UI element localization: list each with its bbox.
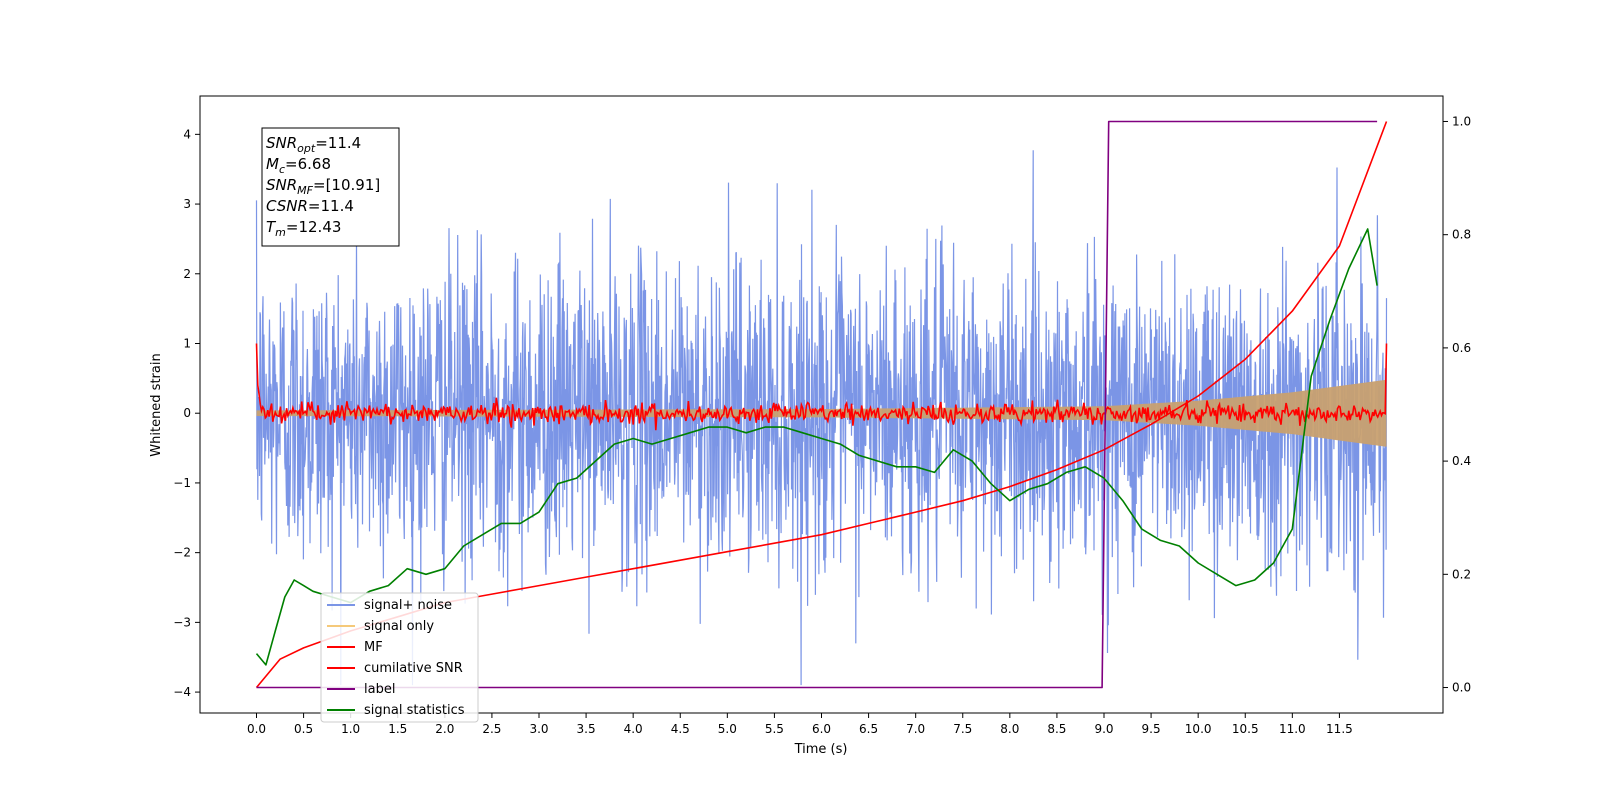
annotation-line: Mc=6.68 [266,155,331,176]
x-tick-label: 0.0 [247,722,266,736]
x-axis-ticks: 0.0 0.5 1.0 1.5 2.0 2.5 3.0 3.5 4.0 4.5 5.0 5.5 6.0 6… [247,713,1353,736]
x-tick-label: 10.0 [1185,722,1212,736]
annotation-line: SNRMF=[10.91] [266,176,380,197]
x-tick-label: 7.5 [953,722,972,736]
x-tick-label: 5.5 [765,722,784,736]
x-tick-label: 10.5 [1232,722,1259,736]
legend-frame [320,592,479,723]
x-tick-label: 7.0 [906,722,925,736]
series-signal-only [256,379,1387,447]
series-label [256,120,1378,689]
y-tick-label: 4 [183,127,191,141]
x-tick-label: 5.0 [718,722,737,736]
y-tick-label: −3 [173,615,191,629]
x-tick-label: 0.5 [294,722,313,736]
annotation-line: CSNR=11.4 [266,197,354,215]
x-tick-label: 3.0 [529,722,548,736]
x-axis-label: Time (s) [794,742,848,757]
x-tick-label: 9.5 [1142,722,1161,736]
x-tick-label: 8.5 [1047,722,1066,736]
y2-axis-ticks: 0.0 0.2 0.4 0.6 0.8 1.0 [1443,114,1471,695]
x-tick-label: 1.5 [388,722,407,736]
y-axis-label: Whitened strain [149,353,164,456]
x-tick-label: 8.0 [1000,722,1019,736]
annotation-line: SNRopt=11.4 [266,134,361,155]
series-signal-statistics [255,228,1378,666]
y2-tick-label: 0.8 [1452,228,1471,242]
series-mf [255,343,1388,431]
annotation-frame [261,127,400,247]
legend-label: signal+ noise [364,598,452,613]
y2-tick-label: 1.0 [1452,114,1471,128]
x-tick-label: 6.0 [812,722,831,736]
annotation-line: Tm=12.43 [266,218,341,239]
legend: signal+ noise signal only MF cumilative SNR… [320,592,479,723]
y2-tick-label: 0.0 [1452,681,1471,695]
y-tick-label: 0 [183,406,191,420]
x-tick-label: 4.5 [671,722,690,736]
legend-label: label [364,682,395,697]
x-tick-label: 9.0 [1094,722,1113,736]
legend-label: signal only [364,619,434,634]
y-tick-label: 2 [183,267,191,281]
x-tick-label: 11.5 [1326,722,1353,736]
y-tick-label: 1 [183,336,191,350]
x-tick-label: 2.5 [482,722,501,736]
annotation-box: SNRopt=11.4Mc=6.68SNRMF=[10.91]CSNR=11.4… [261,127,400,247]
y2-tick-label: 0.6 [1452,341,1471,355]
x-tick-label: 6.5 [859,722,878,736]
x-tick-label: 1.0 [341,722,360,736]
y-tick-label: 3 [183,197,191,211]
y2-tick-label: 0.2 [1452,567,1471,581]
legend-label: cumilative SNR [364,661,463,676]
x-tick-label: 2.0 [435,722,454,736]
y-tick-label: −1 [173,476,191,490]
x-tick-label: 3.5 [577,722,596,736]
y-tick-label: −4 [173,685,191,699]
y-tick-label: −2 [173,546,191,560]
legend-label: signal statistics [364,703,465,718]
y-axis-ticks: −4 −3 −2 −1 0 1 2 3 4 [173,127,200,699]
legend-label: MF [364,640,383,655]
y2-tick-label: 0.4 [1452,454,1471,468]
x-tick-label: 11.0 [1279,722,1306,736]
x-tick-label: 4.0 [624,722,643,736]
series-signal-noise [255,150,1388,686]
